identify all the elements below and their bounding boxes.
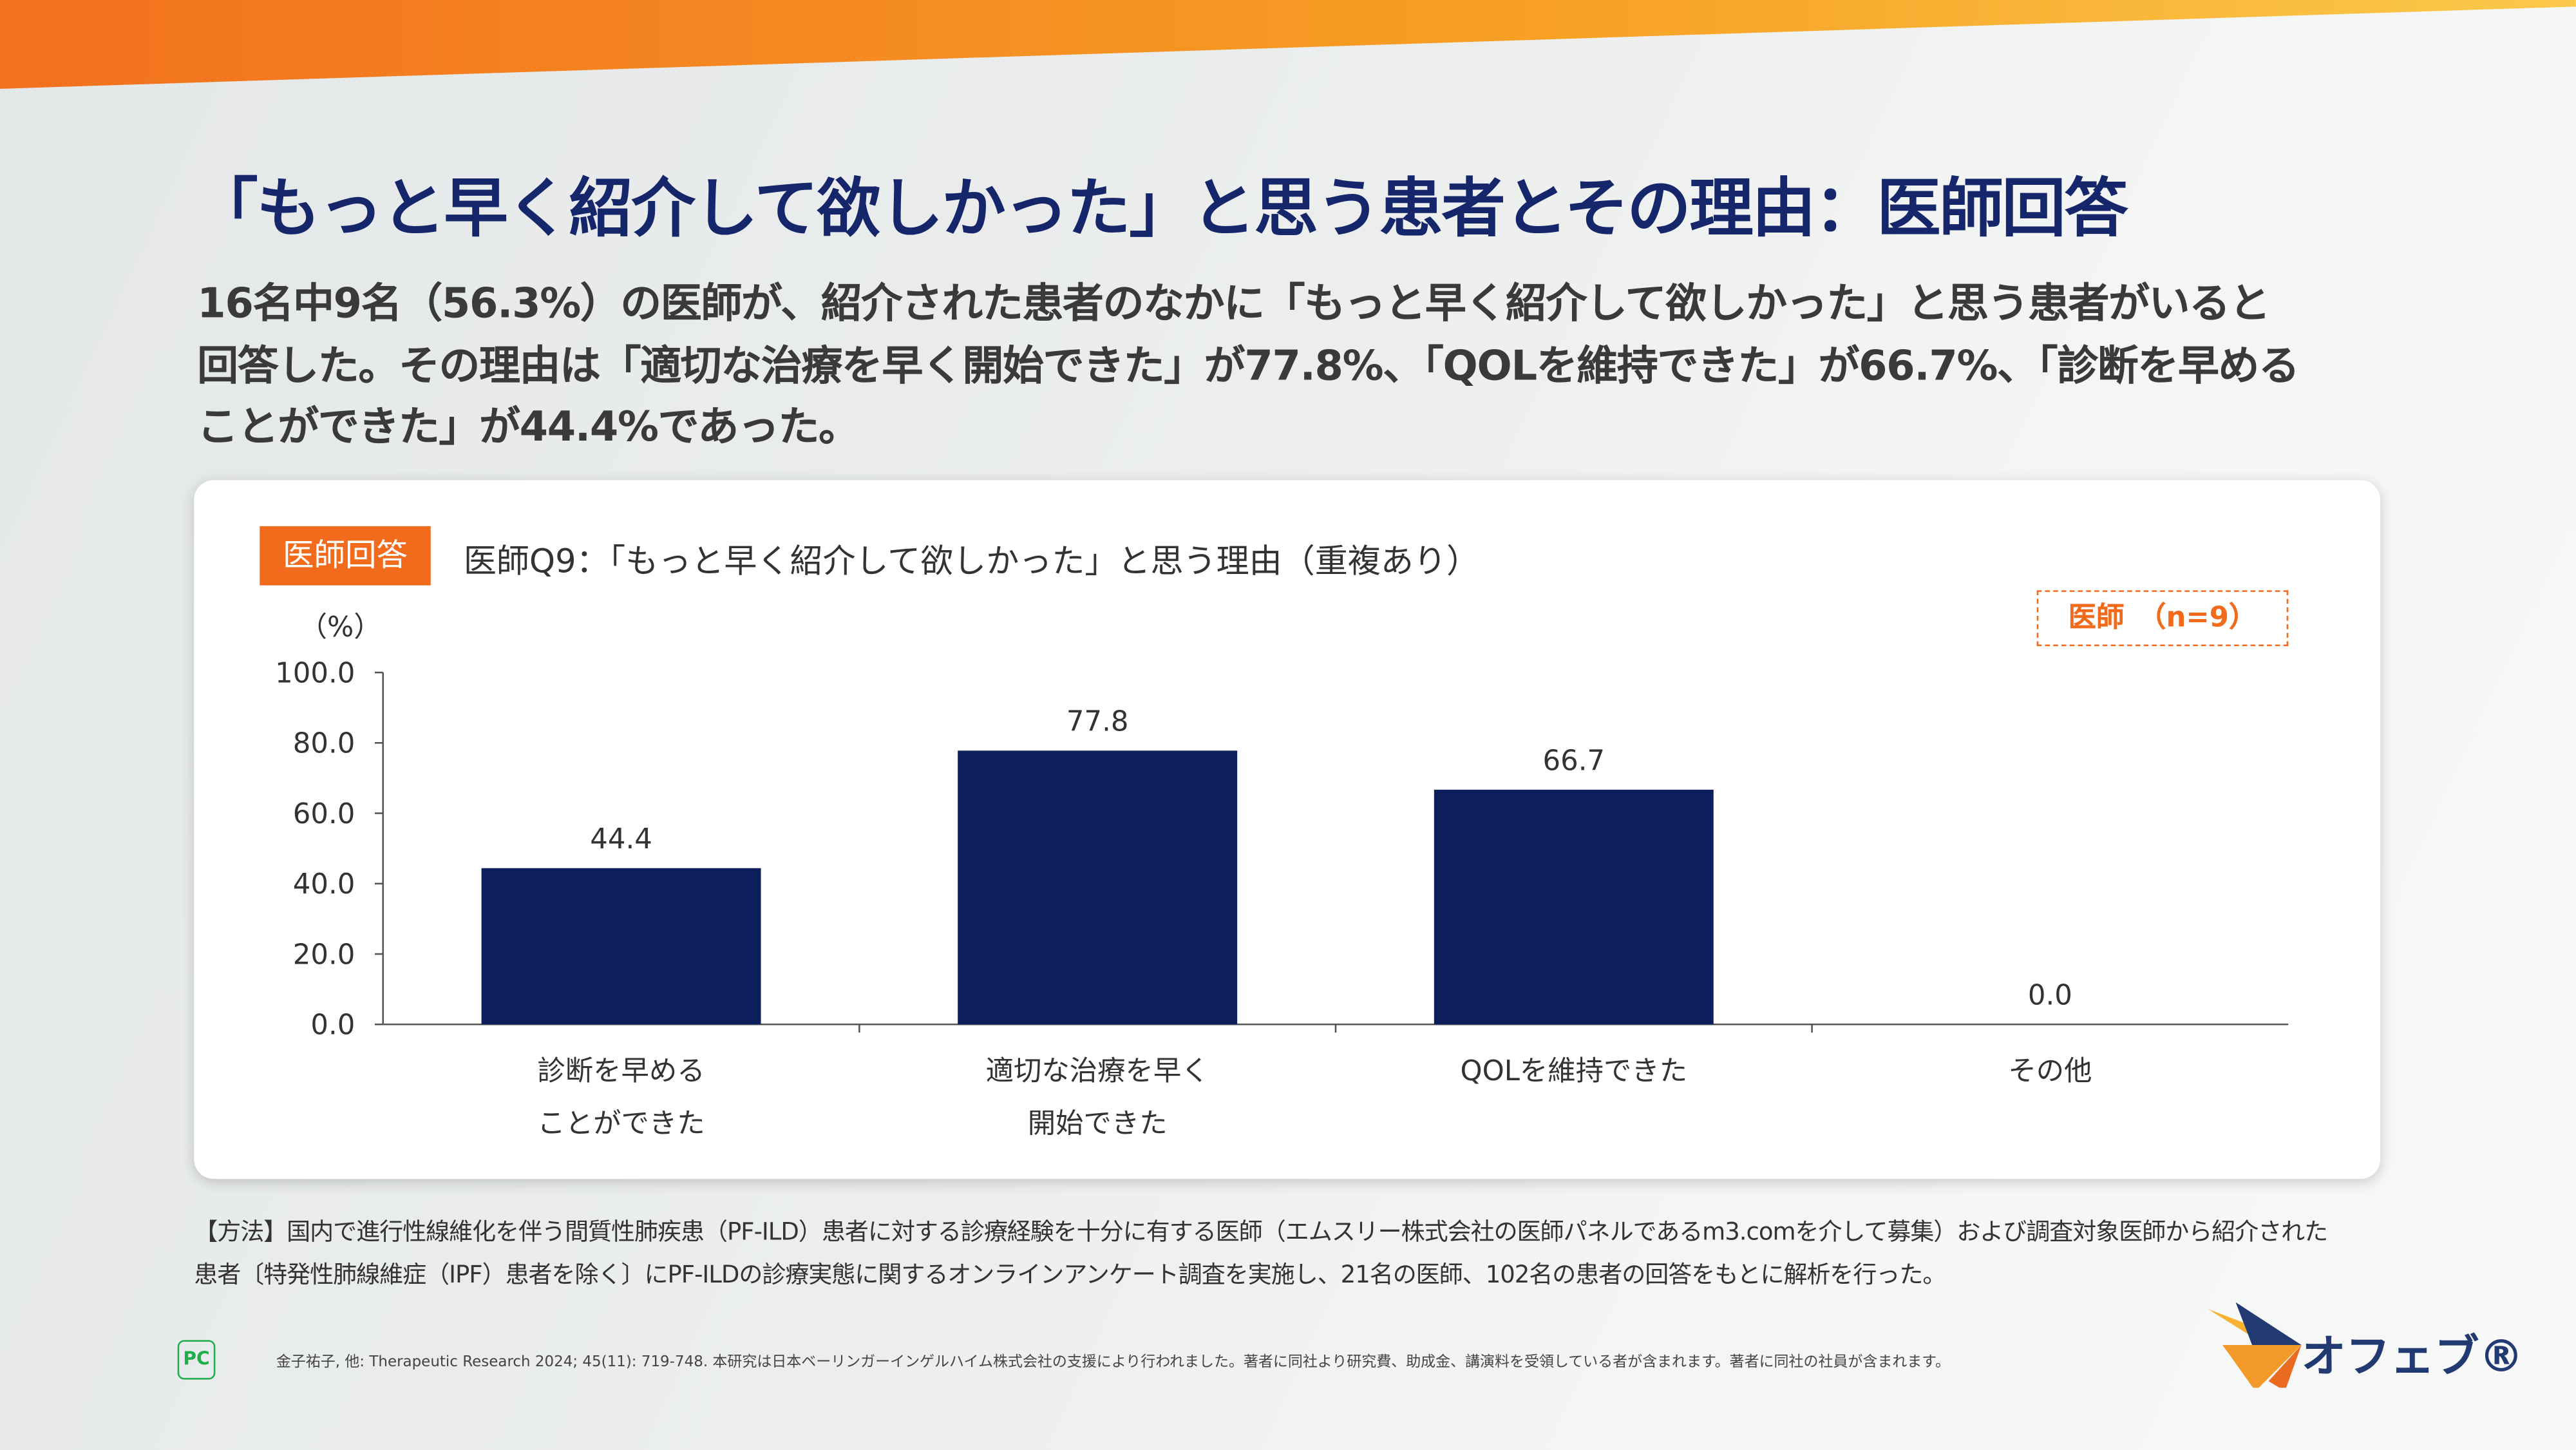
brand-logo-text: オフェブ® bbox=[2301, 1331, 2524, 1383]
footnote: 金子祐子, 他: Therapeutic Research 2024; 45(1… bbox=[276, 1355, 1950, 1371]
x-category-label: 開始できた bbox=[1028, 1108, 1168, 1140]
pc-icon: PC bbox=[177, 1340, 216, 1380]
summary-line: 16名中9名（56.3%）の医師が、紹介された患者のなかに「もっと早く紹介して欲… bbox=[197, 279, 2270, 327]
bar-value-label: 0.0 bbox=[2028, 980, 2072, 1012]
header-band bbox=[0, 0, 2576, 89]
y-tick-label: 20.0 bbox=[293, 939, 355, 971]
bar-value-label: 44.4 bbox=[590, 823, 652, 855]
y-tick-label: 100.0 bbox=[275, 657, 355, 689]
bar bbox=[481, 868, 761, 1025]
y-tick-label: 80.0 bbox=[293, 728, 355, 760]
bar-value-label: 77.8 bbox=[1066, 706, 1129, 738]
x-category-label: その他 bbox=[2008, 1055, 2092, 1087]
y-tick-label: 60.0 bbox=[293, 798, 355, 830]
x-category-label: 診断を早める bbox=[537, 1055, 705, 1087]
chart-card bbox=[194, 480, 2381, 1179]
ofev-logo-icon bbox=[2208, 1302, 2302, 1388]
summary-line: ことができた」が44.4%であった。 bbox=[197, 403, 860, 451]
respondent-badge: 医師回答 bbox=[260, 526, 431, 586]
y-tick-label: 40.0 bbox=[293, 868, 355, 901]
bar bbox=[958, 750, 1238, 1025]
sample-size-label: 医師 （n=9） bbox=[2036, 590, 2289, 647]
bar-value-label: 66.7 bbox=[1543, 745, 1605, 777]
bar bbox=[1434, 789, 1714, 1025]
summary-line: 回答した。その理由は「適切な治療を早く開始できた」が77.8%、「QOLを維持で… bbox=[197, 341, 2300, 390]
x-category-label: 適切な治療を早く bbox=[986, 1055, 1209, 1087]
chart-title: 医師Q9：「もっと早く紹介して欲しかった」と思う理由（重複あり） bbox=[463, 540, 1480, 581]
method-text: 患者〔特発性肺線維症（IPF）患者を除く〕にPF-ILDの診療実態に関するオンラ… bbox=[194, 1263, 1946, 1290]
page-title: 「もっと早く紹介して欲しかった」と思う患者とその理由：医師回答 bbox=[194, 173, 2128, 247]
method-text: 【方法】国内で進行性線維化を伴う間質性肺疾患（PF-ILD）患者に対する診療経験… bbox=[194, 1220, 2328, 1246]
y-tick-label: 0.0 bbox=[310, 1009, 355, 1042]
x-category-label: QOLを維持できた bbox=[1460, 1055, 1687, 1087]
x-category-label: ことができた bbox=[537, 1108, 705, 1140]
y-axis-unit: （%） bbox=[299, 611, 382, 645]
